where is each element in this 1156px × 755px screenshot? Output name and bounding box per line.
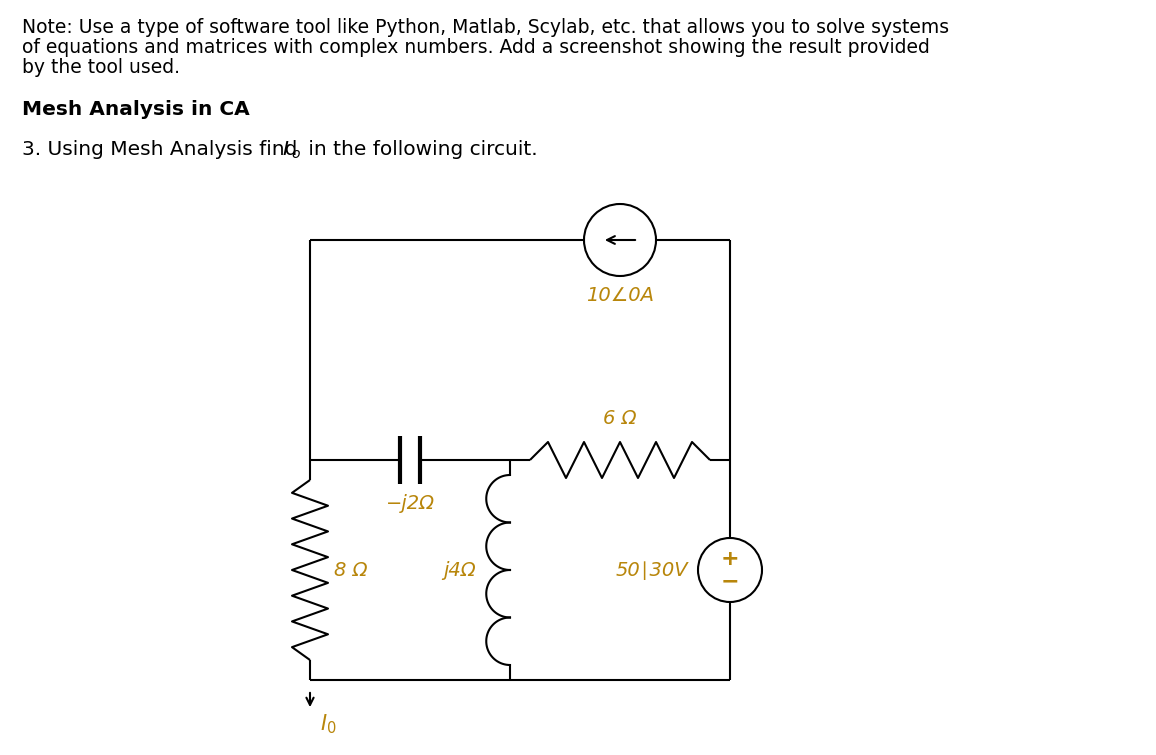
Text: 3. Using Mesh Analysis find: 3. Using Mesh Analysis find [22,140,304,159]
Text: o: o [291,147,299,161]
Text: $I_0$: $I_0$ [320,712,336,735]
Text: j4Ω: j4Ω [444,560,476,580]
Text: 10∠0A: 10∠0A [586,286,654,305]
Text: in the following circuit.: in the following circuit. [302,140,538,159]
Text: 8 Ω: 8 Ω [334,560,368,580]
Text: 50∣30V: 50∣30V [615,560,688,580]
Text: +: + [720,549,740,569]
Text: by the tool used.: by the tool used. [22,58,180,77]
Text: Note: Use a type of software tool like Python, Matlab, Scylab, etc. that allows : Note: Use a type of software tool like P… [22,18,949,37]
Text: −: − [720,572,740,591]
Text: −j2Ω: −j2Ω [385,494,435,513]
Text: I: I [282,140,288,159]
Text: of equations and matrices with complex numbers. Add a screenshot showing the res: of equations and matrices with complex n… [22,38,929,57]
Text: 6 Ω: 6 Ω [603,409,637,428]
Text: Mesh Analysis in CA: Mesh Analysis in CA [22,100,250,119]
